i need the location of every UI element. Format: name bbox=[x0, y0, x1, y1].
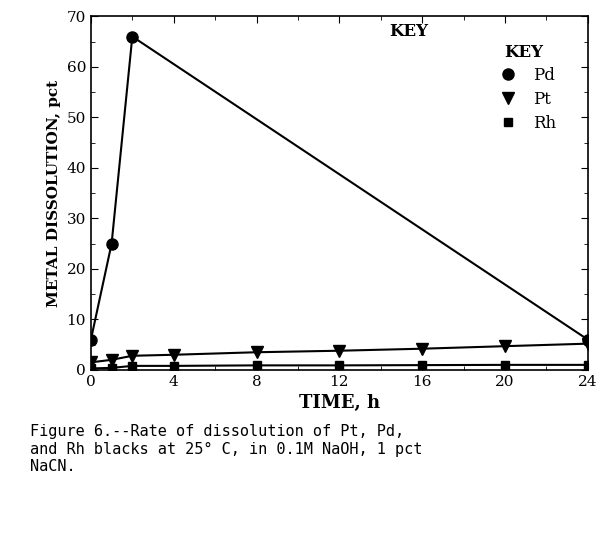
Text: KEY: KEY bbox=[390, 23, 428, 40]
Text: Figure 6.--Rate of dissolution of Pt, Pd,
and Rh blacks at 25° C, in 0.1M NaOH, : Figure 6.--Rate of dissolution of Pt, Pd… bbox=[30, 424, 422, 474]
Y-axis label: METAL DISSOLUTION, pct: METAL DISSOLUTION, pct bbox=[47, 79, 61, 307]
Legend: Pd, Pt, Rh: Pd, Pt, Rh bbox=[483, 35, 565, 140]
X-axis label: TIME, h: TIME, h bbox=[299, 394, 380, 412]
